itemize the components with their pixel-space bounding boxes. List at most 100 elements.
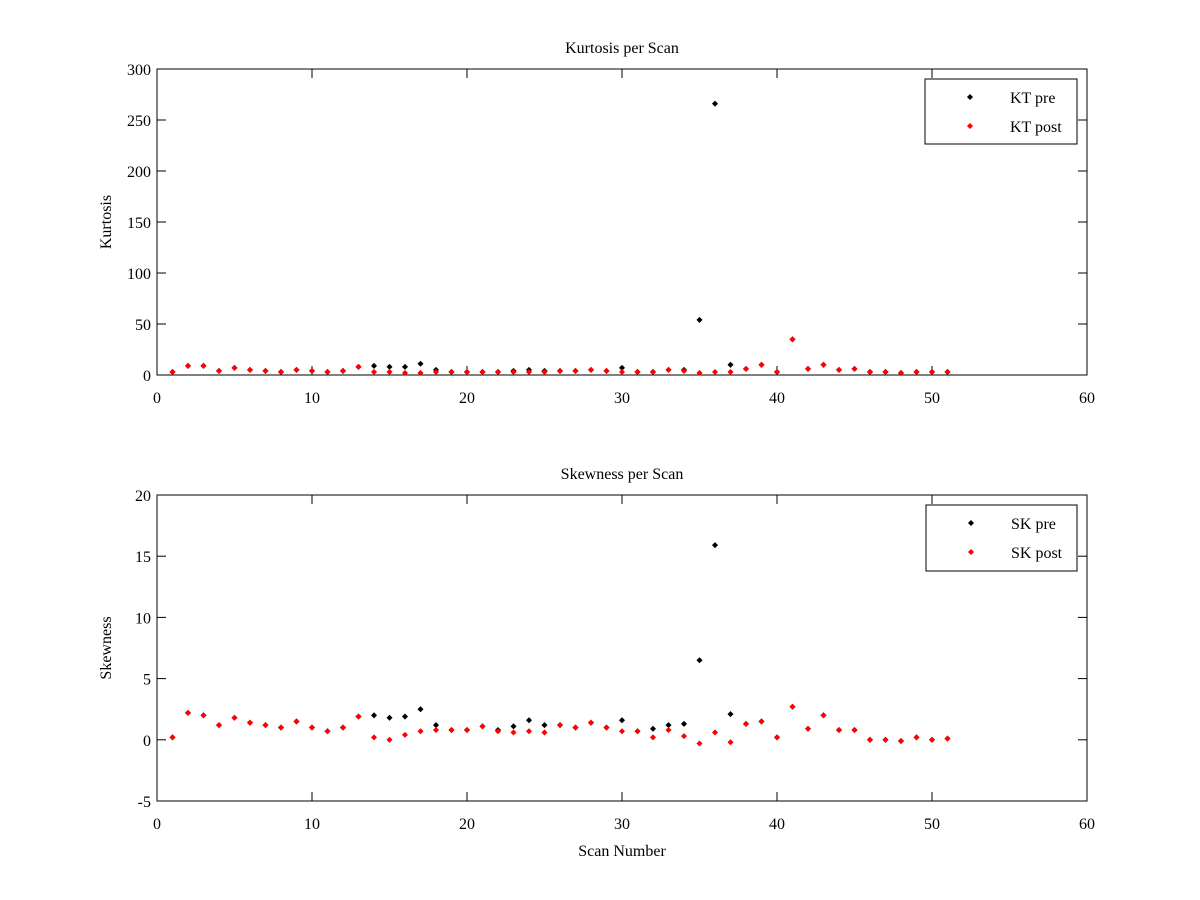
kurtosis-post-point: [556, 367, 564, 374]
skewness-post-point: [804, 725, 812, 732]
skewness-post-point: [572, 724, 579, 731]
skewness-ytick-label: 0: [143, 733, 151, 750]
skewness-legend-label: SK pre: [1011, 516, 1056, 533]
kurtosis-chart: Kurtosis per Scan Kurtosis 0 10 20 30 40 50 60 0 5…: [98, 40, 1095, 407]
kurtosis-ytick-label: 50: [135, 317, 151, 334]
kurtosis-post-point: [184, 362, 192, 369]
skewness-post-point: [820, 712, 827, 719]
kurtosis-pre-point: [370, 362, 378, 369]
skewness-pre-point: [618, 717, 626, 724]
skewness-ytick-label: 10: [135, 610, 151, 627]
kurtosis-post-point: [510, 368, 517, 375]
skewness-ytick-label: -5: [138, 794, 151, 811]
skewness-post-point: [913, 734, 920, 741]
kurtosis-post-point: [913, 368, 920, 375]
skewness-post-point: [169, 734, 176, 741]
kurtosis-post-point: [649, 368, 657, 375]
skewness-post-point: [789, 703, 796, 710]
skewness-post-point: [944, 735, 951, 742]
skewness-ytick-label: 20: [135, 488, 151, 505]
kurtosis-post-point: [277, 368, 285, 375]
skewness-xtick-label: 10: [304, 816, 320, 833]
kurtosis-xtick-label: 50: [924, 390, 940, 407]
kurtosis-post-point: [928, 368, 936, 375]
skewness-post-point: [215, 722, 223, 729]
kurtosis-post-point: [355, 363, 362, 370]
skewness-post-point: [727, 739, 734, 746]
kurtosis-ytick-label: 0: [143, 368, 151, 385]
kurtosis-legend-marker: [966, 93, 974, 101]
skewness-pre-point: [727, 711, 734, 718]
kurtosis-post-point: [417, 369, 424, 376]
kurtosis-post-point: [432, 368, 440, 375]
skewness-post-point: [835, 726, 843, 734]
kurtosis-post-point: [758, 361, 765, 368]
skewness-post-point: [308, 724, 316, 731]
skewness-post-point: [339, 724, 347, 731]
skewness-post-point: [370, 734, 378, 741]
kurtosis-post-point: [541, 368, 548, 375]
kurtosis-xtick-label: 20: [459, 390, 475, 407]
skewness-post-point: [711, 729, 719, 736]
skewness-post-point: [432, 726, 440, 734]
skewness-post-point: [246, 719, 254, 726]
kurtosis-ytick-label: 150: [127, 215, 151, 232]
kurtosis-post-point: [200, 362, 207, 369]
kurtosis-post-point: [308, 367, 316, 374]
skewness-xtick-label: 20: [459, 816, 475, 833]
kurtosis-title: Kurtosis per Scan: [565, 40, 679, 57]
skewness-post-point: [479, 723, 486, 730]
skewness-ytick-label: 15: [135, 549, 151, 566]
skewness-post-point: [324, 728, 331, 735]
kurtosis-post-point: [680, 367, 688, 374]
kurtosis-xtick-label: 30: [614, 390, 630, 407]
kurtosis-post-point: [370, 368, 378, 375]
skewness-xtick-label: 40: [769, 816, 785, 833]
skewness-title: Skewness per Scan: [561, 466, 684, 483]
skewness-post-point: [897, 737, 905, 745]
kurtosis-legend-label: KT post: [1010, 119, 1062, 136]
kurtosis-legend-marker: [966, 122, 974, 130]
kurtosis-pre-point: [727, 361, 734, 368]
skewness-post-point: [556, 722, 564, 729]
kurtosis-post-point: [866, 368, 874, 375]
skewness-post-point: [928, 736, 936, 743]
kurtosis-xtick-label: 0: [153, 390, 161, 407]
skewness-ytick-label: 5: [143, 672, 151, 689]
kurtosis-post-point: [634, 368, 641, 375]
kurtosis-pre-point: [696, 316, 703, 323]
kurtosis-ytick-label: 300: [127, 62, 151, 79]
kurtosis-xtick-label: 10: [304, 390, 320, 407]
kurtosis-post-point: [448, 368, 455, 375]
kurtosis-post-point: [742, 365, 750, 372]
kurtosis-ylabel: Kurtosis: [98, 195, 115, 249]
skewness-post-point: [866, 736, 874, 743]
skewness-post-point: [448, 726, 455, 734]
kurtosis-post-point: [494, 368, 502, 375]
skewness-legend-label: SK post: [1011, 545, 1063, 562]
kurtosis-post-point: [897, 369, 905, 376]
skewness-legend-marker: [967, 548, 975, 556]
kurtosis-post-point: [339, 367, 347, 374]
skewness-legend: [925, 504, 1078, 572]
kurtosis-post-point: [851, 365, 858, 372]
skewness-pre-point: [541, 722, 548, 729]
skewness-post-point: [603, 724, 610, 731]
skewness-post-point: [851, 726, 858, 734]
skewness-post-point: [184, 709, 192, 716]
skewness-pre-point: [401, 713, 409, 720]
skewness-post-point: [355, 713, 362, 720]
kurtosis-post-point: [231, 364, 238, 371]
kurtosis-post-point: [401, 369, 409, 376]
skewness-legend-marker: [967, 519, 975, 527]
skewness-ylabel: Skewness: [98, 616, 115, 679]
skewness-post-point: [277, 724, 285, 731]
skewness-post-point: [293, 718, 300, 725]
kurtosis-post-point: [293, 366, 300, 373]
kurtosis-post-point: [572, 367, 579, 374]
kurtosis-post-point: [727, 368, 734, 375]
kurtosis-post-point: [944, 368, 951, 375]
kurtosis-post-point: [835, 366, 843, 373]
kurtosis-pre-point: [401, 363, 409, 370]
